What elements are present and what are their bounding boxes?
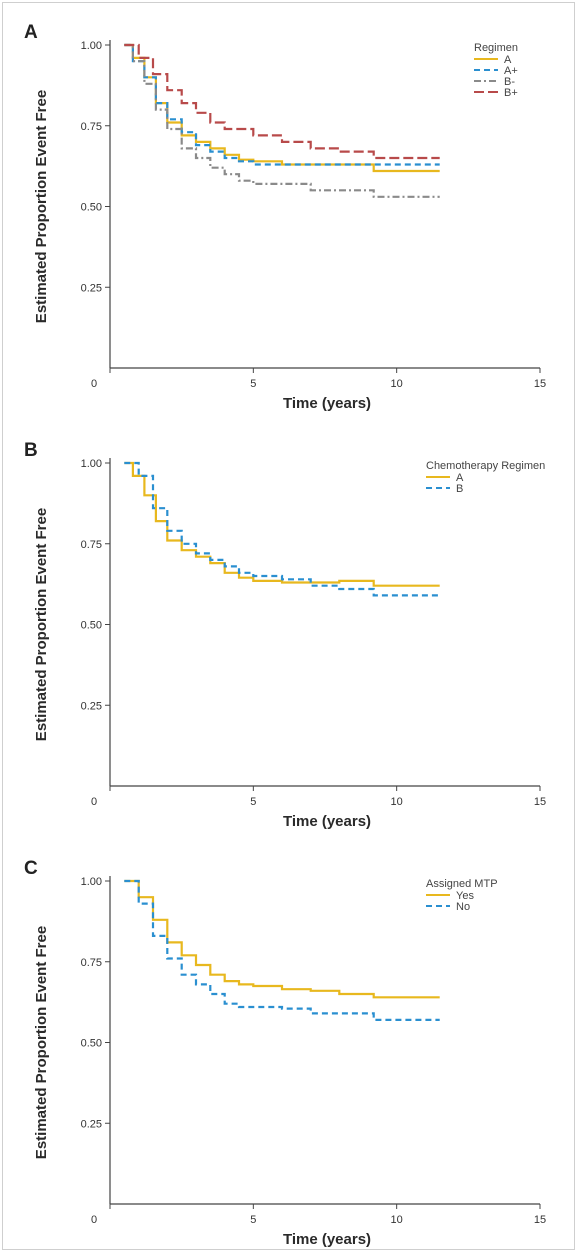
y-tick-label: 1.00 [81, 876, 102, 888]
legend-label: A [456, 472, 464, 484]
x-axis-title: Time (years) [283, 1231, 371, 1248]
series-line-bplus [124, 43, 440, 160]
chart-panel-b: B 0.25 0.50 0.75 1.00 0 5 10 15 Time (years) Estim… [0, 418, 579, 830]
chart-c-plot: C 0.25 0.50 0.75 1.00 0 5 10 15 Time (years) Estim… [24, 858, 546, 1248]
legend-title: Regimen [474, 42, 518, 54]
y-axis-title: Estimated Proportion Event Free [33, 926, 50, 1159]
x-tick-label: 0 [91, 1214, 97, 1226]
y-tick-label: 0.50 [81, 1038, 102, 1050]
panel-label: A [24, 22, 38, 43]
x-axis-title: Time (years) [283, 395, 371, 412]
series-line-aplus [124, 43, 440, 166]
x-tick-label: 0 [91, 378, 97, 390]
panel-label: B [24, 440, 38, 461]
y-tick-label: 0.75 [81, 539, 102, 551]
x-tick-label: 10 [391, 796, 403, 808]
legend-label: A [504, 54, 512, 66]
chart-panel-c: C 0.25 0.50 0.75 1.00 0 5 10 15 Time (years) Estim… [0, 836, 579, 1248]
y-tick-label: 0.75 [81, 121, 102, 133]
y-axis-title: Estimated Proportion Event Free [33, 508, 50, 741]
legend-label: Yes [456, 890, 474, 902]
y-tick-label: 0.25 [81, 1118, 102, 1130]
legend-label: B [456, 483, 463, 495]
x-tick-label: 0 [91, 796, 97, 808]
legend-label: No [456, 901, 470, 913]
chart-a-plot: A 0.25 0.50 0.75 1.00 0 5 10 15 Time (years) Estim… [24, 22, 546, 412]
panel-label: C [24, 858, 38, 879]
y-tick-label: 0.25 [81, 700, 102, 712]
series-line-no [124, 879, 440, 1021]
x-tick-label: 15 [534, 378, 546, 390]
series-line-bminus [124, 43, 440, 198]
series-line-a [124, 43, 440, 173]
x-tick-label: 15 [534, 1214, 546, 1226]
y-tick-label: 1.00 [81, 40, 102, 52]
legend-label: A+ [504, 65, 518, 77]
y-tick-label: 1.00 [81, 458, 102, 470]
y-tick-label: 0.50 [81, 620, 102, 632]
legend-title: Assigned MTP [426, 878, 498, 890]
series-line-yes [124, 879, 440, 999]
x-axis-title: Time (years) [283, 813, 371, 830]
x-tick-label: 5 [250, 378, 256, 390]
y-tick-label: 0.50 [81, 202, 102, 214]
series-line-a [124, 461, 440, 587]
series-line-b [124, 461, 440, 597]
chart-panel-a: A 0.25 0.50 0.75 1.00 0 5 10 15 Time (years) Estim… [0, 0, 579, 412]
y-axis-title: Estimated Proportion Event Free [33, 90, 50, 323]
x-tick-label: 5 [250, 1214, 256, 1226]
y-tick-label: 0.25 [81, 282, 102, 294]
legend-title: Chemotherapy Regimen [426, 460, 545, 472]
x-tick-label: 10 [391, 1214, 403, 1226]
x-tick-label: 10 [391, 378, 403, 390]
x-tick-label: 5 [250, 796, 256, 808]
legend-label: B+ [504, 87, 518, 99]
legend-label: B- [504, 76, 515, 88]
x-tick-label: 15 [534, 796, 546, 808]
chart-b-plot: B 0.25 0.50 0.75 1.00 0 5 10 15 Time (years) Estim… [24, 440, 546, 830]
y-tick-label: 0.75 [81, 957, 102, 969]
